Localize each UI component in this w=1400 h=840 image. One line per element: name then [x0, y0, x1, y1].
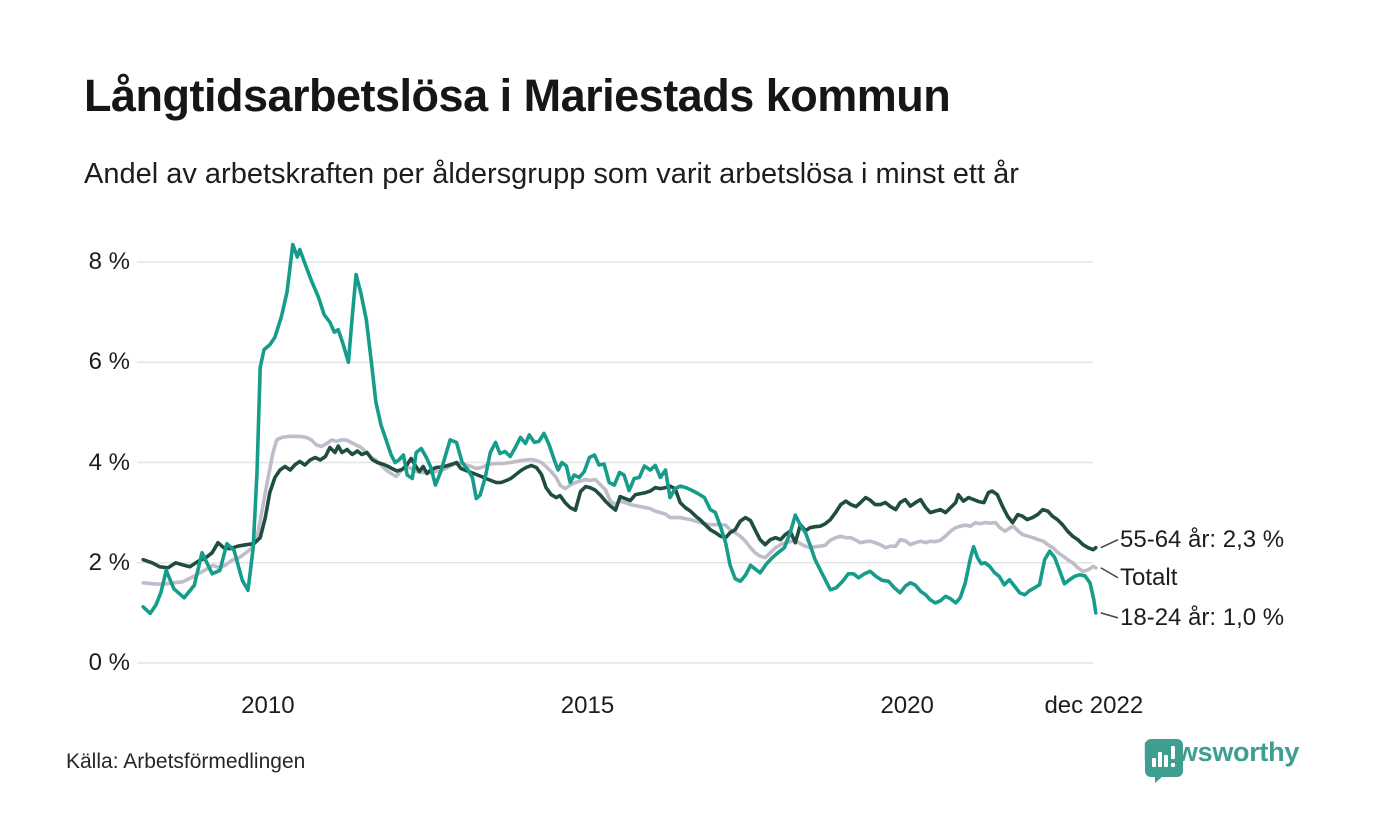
annotation-leader-line	[1100, 567, 1119, 579]
y-tick-label: 0 %	[88, 649, 130, 676]
source-note: Källa: Arbetsförmedlingen	[66, 750, 306, 773]
x-tick-label: dec 2022	[1044, 692, 1144, 719]
annotation-55-64: 55-64 år: 2,3 %	[1120, 525, 1285, 553]
x-tick-label: 2015	[560, 692, 615, 719]
x-tick-label: 2020	[880, 692, 934, 719]
bar-chart-pin-icon	[1145, 739, 1183, 783]
y-tick-label: 6 %	[88, 348, 130, 376]
y-tick-label: 4 %	[88, 448, 130, 476]
series-line-18-24	[141, 242, 1098, 616]
newsworthy-logo: Newsworthy	[1143, 737, 1299, 783]
x-tick-label: 2010	[241, 692, 295, 719]
annotation-totalt: Totalt	[1120, 563, 1178, 591]
annotation-18-24: 18-24 år: 1,0 %	[1120, 603, 1285, 631]
series-line-totalt	[141, 434, 1098, 587]
page-title: Långtidsarbetslösa i Mariestads kommun	[84, 70, 951, 121]
y-tick-label: 8 %	[88, 248, 130, 275]
annotation-leader-line	[1100, 612, 1119, 619]
series-line-55-64	[141, 444, 1098, 570]
page-subtitle: Andel av arbetskraften per åldersgrupp s…	[84, 158, 1019, 190]
y-tick-label: 2 %	[88, 548, 130, 576]
annotation-leader-line	[1100, 539, 1119, 549]
